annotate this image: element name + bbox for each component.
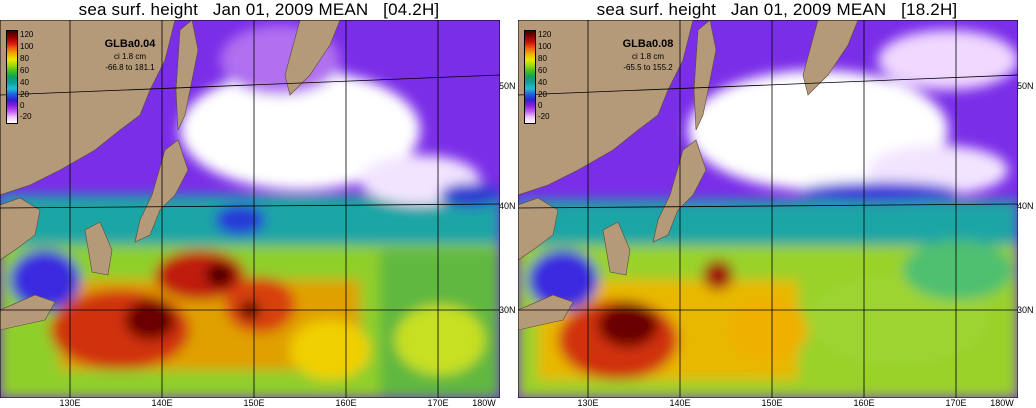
lon-label: 160E (853, 398, 875, 408)
lat-label: 30N (499, 305, 516, 315)
graticule (0, 20, 500, 398)
lon-label: 140E (669, 398, 691, 408)
colorbar-tick: 120 (538, 30, 552, 39)
panel-title: sea surf. height Jan 01, 2009 MEAN [04.2… (78, 0, 440, 19)
lat-label: 50N (499, 81, 516, 91)
lat-label: 50N (1017, 81, 1034, 91)
colorbar-tick: 80 (538, 54, 547, 63)
panel-glba004: sea surf. height Jan 01, 2009 MEAN [04.2… (0, 0, 516, 408)
value-range: -65.5 to 155.2 (623, 63, 673, 72)
colorbar-tick: 100 (20, 42, 34, 51)
panel-title: sea surf. height Jan 01, 2009 MEAN [18.2… (596, 0, 958, 19)
lon-label: 160E (335, 398, 357, 408)
colorbar (6, 30, 18, 124)
lat-label: 40N (499, 201, 516, 211)
lat-label: 30N (1017, 305, 1034, 315)
lat-label: 40N (1017, 201, 1034, 211)
lon-label: 180W (990, 398, 1014, 408)
lon-label: 130E (59, 398, 81, 408)
lon-label: 170E (945, 398, 967, 408)
graticule (518, 20, 1018, 398)
colorbar-tick: 80 (20, 54, 29, 63)
model-name: GLBa0.08 (622, 38, 674, 50)
model-name: GLBa0.04 (104, 38, 156, 50)
lon-label: 170E (427, 398, 449, 408)
model-info: GLBa0.08 ci 1.8 cm -65.5 to 155.2 (598, 38, 698, 73)
ssh-anomalies (0, 25, 500, 398)
contour-interval: ci 1.8 cm (113, 52, 146, 61)
contour-interval: ci 1.8 cm (631, 52, 664, 61)
colorbar-tick: 40 (538, 78, 547, 87)
model-info: GLBa0.04 ci 1.8 cm -66.8 to 181.1 (80, 38, 180, 73)
colorbar (524, 30, 536, 124)
colorbar-tick: -20 (538, 112, 550, 121)
lon-label: 150E (761, 398, 783, 408)
colorbar-tick: 0 (538, 101, 543, 110)
ssh-map (518, 20, 1018, 398)
colorbar-tick: 60 (538, 66, 547, 75)
colorbar-tick: 0 (20, 101, 25, 110)
colorbar-tick: 100 (538, 42, 552, 51)
lon-label: 180W (472, 398, 496, 408)
colorbar-tick: 20 (538, 90, 547, 99)
land (518, 20, 859, 331)
lon-label: 130E (577, 398, 599, 408)
colorbar-tick: 120 (20, 30, 34, 39)
lon-label: 150E (243, 398, 265, 408)
land (0, 20, 341, 331)
colorbar-tick: 40 (20, 78, 29, 87)
colorbar-tick: 20 (20, 90, 29, 99)
colorbar-tick: -20 (20, 112, 32, 121)
panel-glba008: sea surf. height Jan 01, 2009 MEAN [18.2… (518, 0, 1036, 408)
colorbar-tick: 60 (20, 66, 29, 75)
value-range: -66.8 to 181.1 (105, 63, 155, 72)
lon-label: 140E (151, 398, 173, 408)
ssh-map (0, 20, 500, 398)
